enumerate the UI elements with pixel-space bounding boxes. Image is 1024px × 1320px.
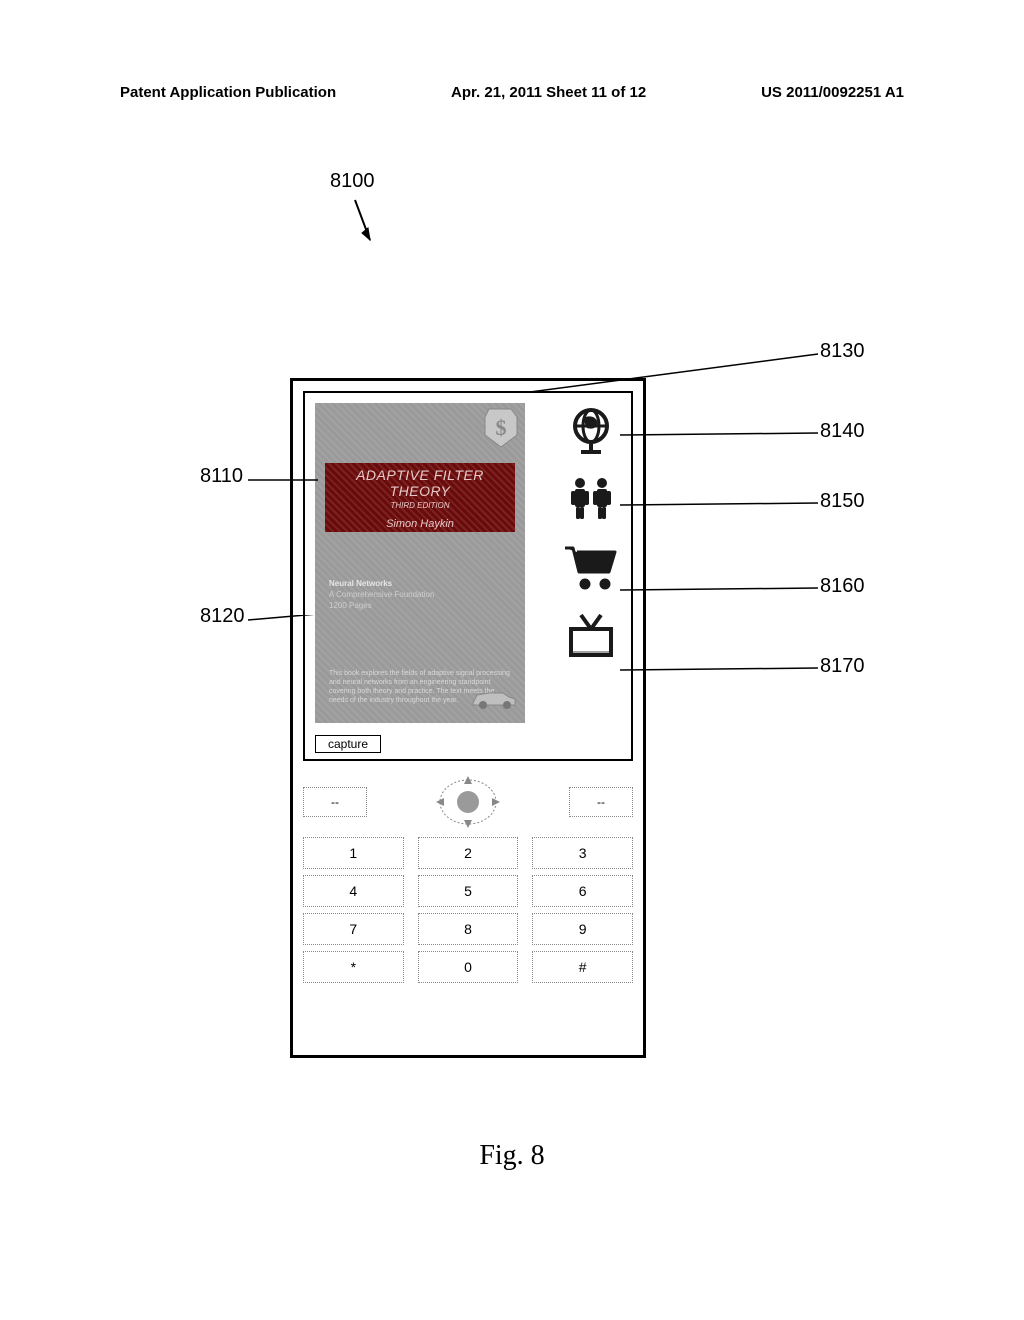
key-star[interactable]: * xyxy=(303,951,404,983)
leader-8130 xyxy=(530,352,820,392)
label-8120: 8120 xyxy=(200,605,245,628)
label-8160: 8160 xyxy=(820,575,865,598)
book-subtext: Neural Networks A Comprehensive Foundati… xyxy=(329,578,434,612)
subtext-line2: 1200 Pages xyxy=(329,600,434,611)
figure-label: Fig. 8 xyxy=(0,1140,1024,1172)
leader-8120 xyxy=(248,615,408,635)
key-4[interactable]: 4 xyxy=(303,875,404,907)
book-cover-banner: Adaptive Filter Theory Third Edition Sim… xyxy=(325,463,515,532)
label-8150: 8150 xyxy=(820,490,865,513)
captured-image: $ Adaptive Filter Theory Third Edition S… xyxy=(315,403,525,723)
svg-text:$: $ xyxy=(496,415,507,440)
label-8170: 8170 xyxy=(820,655,865,678)
label-8110: 8110 xyxy=(200,465,243,488)
softkey-left[interactable]: -- xyxy=(303,787,367,817)
ref-8100: 8100 xyxy=(330,170,375,193)
key-0[interactable]: 0 xyxy=(418,951,519,983)
dpad[interactable] xyxy=(428,773,508,831)
phone-frame: $ Adaptive Filter Theory Third Edition S… xyxy=(290,378,646,1058)
book-author: Simon Haykin xyxy=(325,518,515,530)
page-header: Patent Application Publication Apr. 21, … xyxy=(120,84,904,101)
leader-8100 xyxy=(330,195,390,255)
controls-row: -- -- xyxy=(303,773,633,831)
people-icon[interactable] xyxy=(561,471,621,529)
book-edition: Third Edition xyxy=(325,501,515,510)
key-8[interactable]: 8 xyxy=(418,913,519,945)
cart-icon[interactable] xyxy=(561,539,621,597)
label-8140: 8140 xyxy=(820,420,865,443)
key-hash[interactable]: # xyxy=(532,951,633,983)
screen: $ Adaptive Filter Theory Third Edition S… xyxy=(303,391,633,761)
car-icon xyxy=(469,685,517,711)
book-title: Adaptive Filter Theory xyxy=(325,467,515,499)
key-6[interactable]: 6 xyxy=(532,875,633,907)
label-8130: 8130 xyxy=(820,340,865,363)
leader-8170 xyxy=(620,660,820,680)
key-7[interactable]: 7 xyxy=(303,913,404,945)
capture-button[interactable]: capture xyxy=(315,735,381,753)
globe-icon[interactable] xyxy=(561,403,621,461)
softkey-right[interactable]: -- xyxy=(569,787,633,817)
subtext-line1: A Comprehensive Foundation xyxy=(329,589,434,600)
key-9[interactable]: 9 xyxy=(532,913,633,945)
key-2[interactable]: 2 xyxy=(418,837,519,869)
header-left: Patent Application Publication xyxy=(120,84,336,101)
leader-8160 xyxy=(620,580,820,600)
price-tag-icon: $ xyxy=(483,407,519,449)
key-3[interactable]: 3 xyxy=(532,837,633,869)
key-5[interactable]: 5 xyxy=(418,875,519,907)
leader-8140 xyxy=(620,425,820,445)
action-icons xyxy=(561,403,621,665)
tv-icon[interactable] xyxy=(561,607,621,665)
header-right: US 2011/0092251 A1 xyxy=(761,84,904,101)
header-center: Apr. 21, 2011 Sheet 11 of 12 xyxy=(451,84,646,101)
key-1[interactable]: 1 xyxy=(303,837,404,869)
keypad: 1 2 3 4 5 6 7 8 9 * 0 # xyxy=(303,837,633,983)
subtext-header: Neural Networks xyxy=(329,578,434,589)
leader-8110 xyxy=(248,475,328,495)
leader-8150 xyxy=(620,495,820,515)
